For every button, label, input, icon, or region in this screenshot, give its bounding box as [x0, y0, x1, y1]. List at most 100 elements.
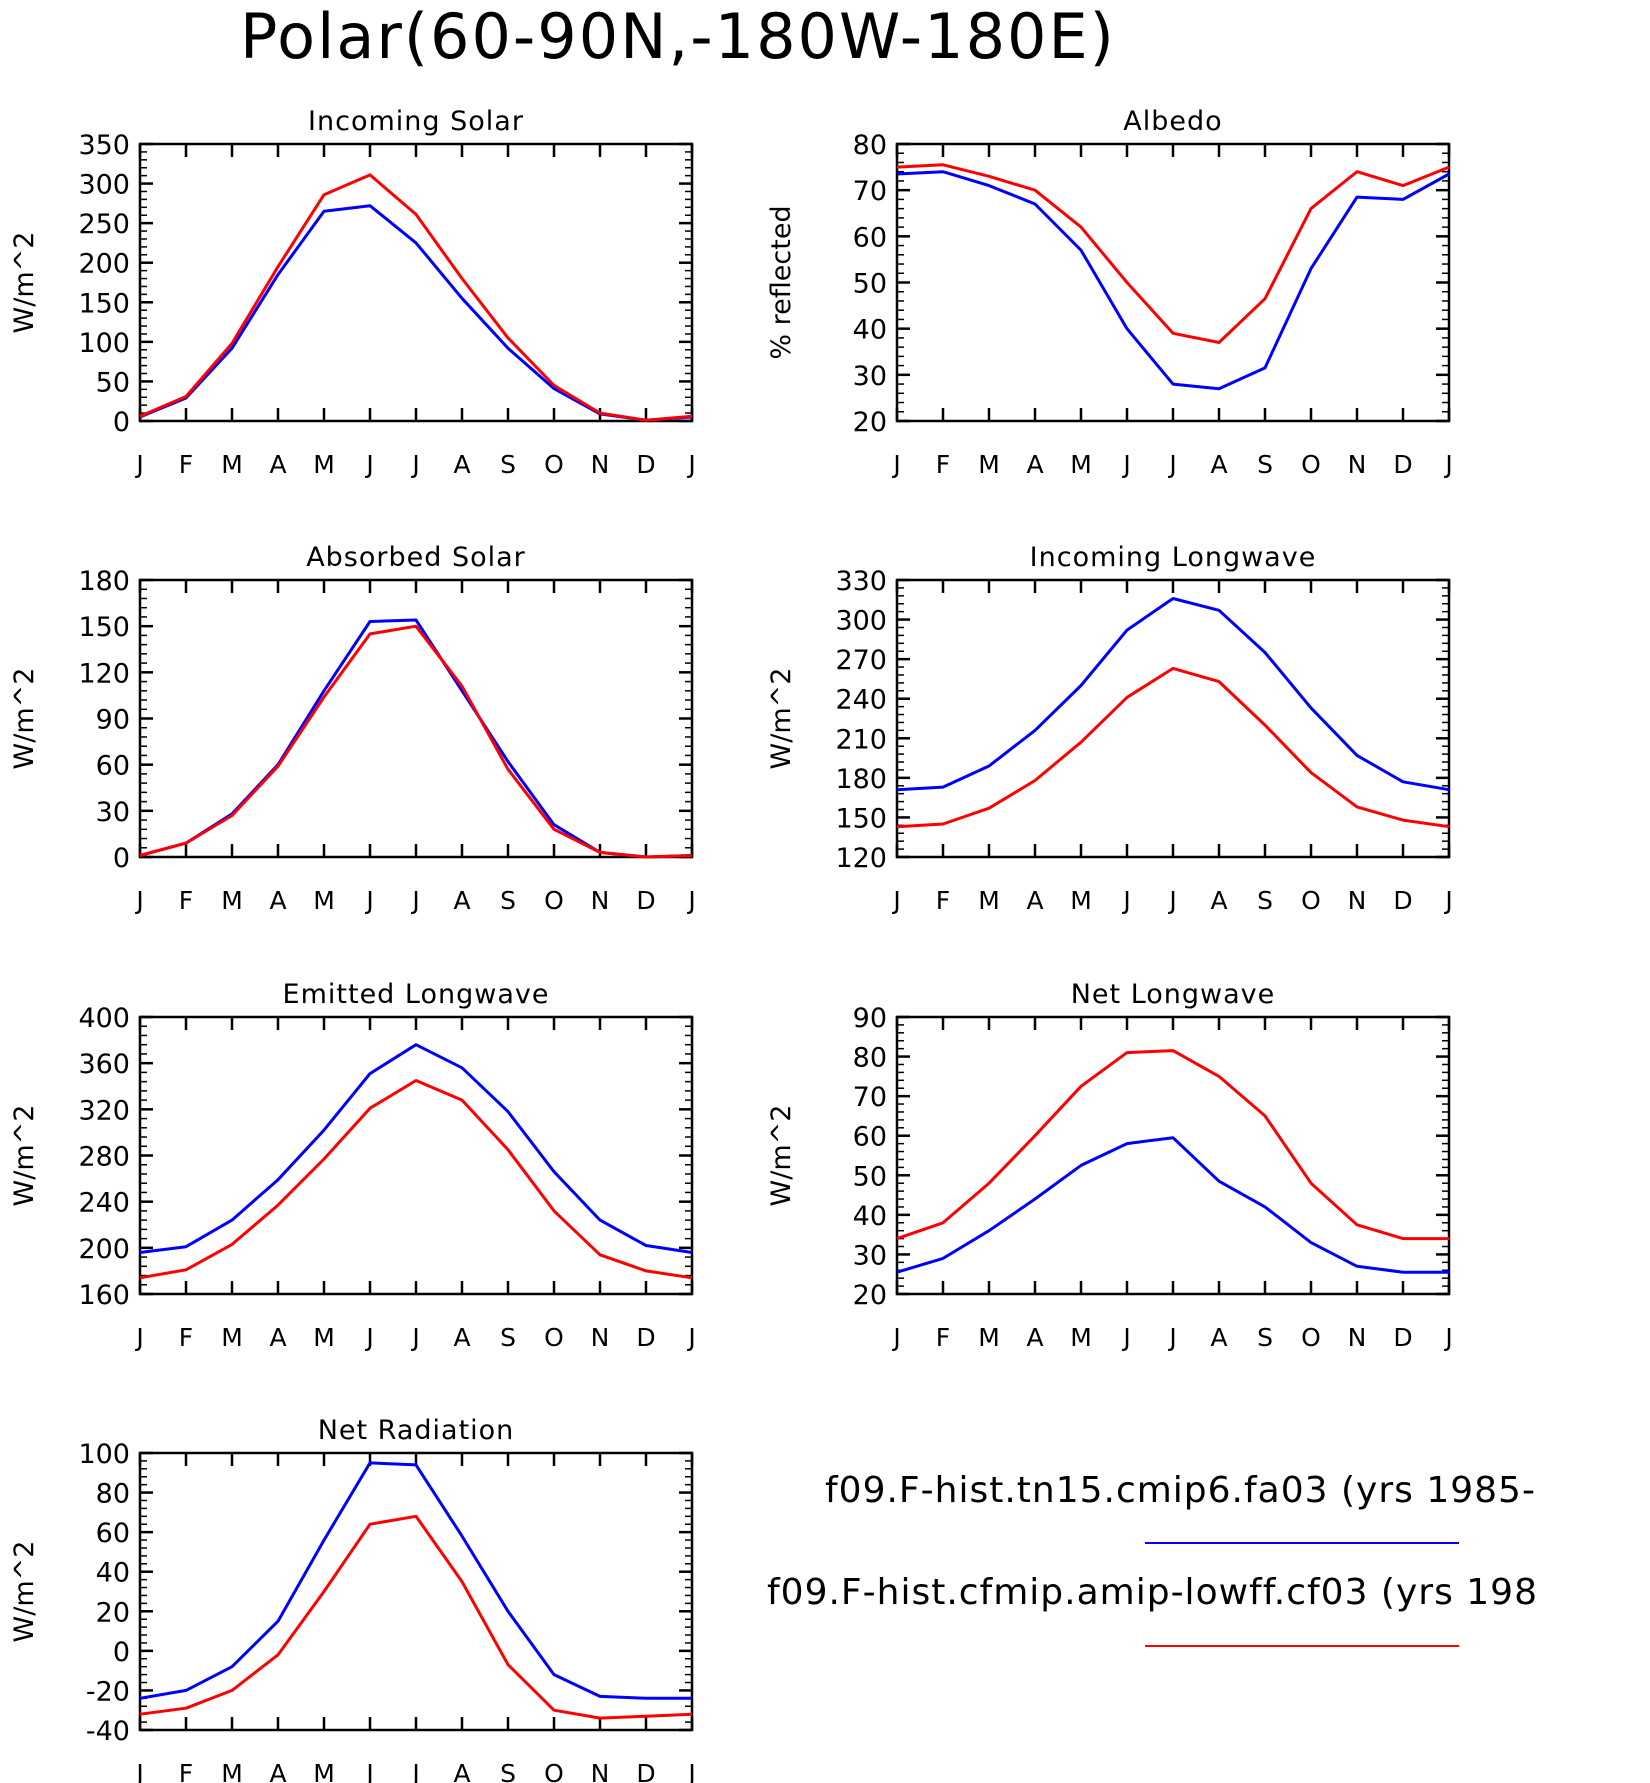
x-tick-label: J — [364, 450, 373, 479]
x-tick-label: N — [591, 1323, 610, 1352]
x-tick-label: F — [179, 1323, 193, 1352]
x-tick-label: A — [453, 1323, 470, 1352]
chart-panel-3: J F M A M J J A S O N D J120150180210240270300330Inc… — [766, 542, 1453, 915]
x-tick-label: J — [686, 1323, 695, 1352]
y-tick-label: 80 — [96, 1479, 130, 1510]
x-tick-label: S — [500, 886, 516, 915]
x-tick-label: M — [1070, 450, 1092, 479]
x-tick-label: O — [544, 1323, 564, 1352]
x-tick-label: J — [1167, 450, 1176, 479]
x-tick-label: M — [221, 450, 243, 479]
y-axis-label: W/m^2 — [9, 1541, 40, 1643]
x-tick-label: A — [1210, 886, 1227, 915]
x-tick-label: D — [636, 1759, 655, 1783]
y-tick-label: 240 — [78, 1188, 130, 1219]
y-tick-label: 250 — [78, 209, 130, 240]
y-tick-label: 300 — [78, 170, 130, 201]
y-tick-label: 50 — [853, 1161, 887, 1192]
x-tick-label: J — [410, 886, 419, 915]
x-tick-label: J — [1443, 450, 1452, 479]
y-tick-label: 20 — [96, 1597, 130, 1628]
y-tick-label: 60 — [96, 1518, 130, 1549]
y-tick-label: 90 — [96, 705, 130, 736]
x-tick-label: S — [500, 1323, 516, 1352]
x-tick-label: J — [134, 1759, 143, 1783]
y-tick-label: 400 — [78, 1003, 130, 1034]
y-tick-label: 30 — [96, 797, 130, 828]
series-line-1 — [896, 1049, 1449, 1241]
x-tick-label: J — [686, 450, 695, 479]
x-tick-label: J — [1121, 1323, 1130, 1352]
x-tick-label: S — [1257, 1323, 1273, 1352]
panel-title: Absorbed Solar — [306, 542, 526, 573]
y-tick-label: -40 — [86, 1716, 130, 1747]
y-tick-label: 90 — [853, 1003, 887, 1034]
y-tick-label: 60 — [853, 222, 887, 253]
x-tick-label: M — [1070, 1323, 1092, 1352]
x-tick-label: J — [410, 1323, 419, 1352]
y-tick-label: 180 — [835, 764, 887, 795]
panel-title: Incoming Solar — [308, 106, 524, 137]
series-line-0 — [139, 204, 693, 422]
x-tick-label: F — [179, 450, 193, 479]
series-line-1 — [139, 173, 693, 422]
x-tick-label: N — [1348, 450, 1367, 479]
plot-frame — [138, 142, 694, 423]
y-axis-label: W/m^2 — [9, 232, 40, 334]
x-tick-label: F — [936, 886, 950, 915]
x-tick-label: J — [686, 1759, 695, 1783]
series-line-1 — [139, 624, 693, 859]
x-tick-label: J — [410, 1759, 419, 1783]
x-tick-label: A — [453, 1759, 470, 1783]
x-tick-label: N — [591, 1759, 610, 1783]
x-tick-label: J — [1167, 886, 1176, 915]
series-line-0 — [139, 1043, 693, 1254]
x-tick-label: A — [269, 450, 286, 479]
series-line-1 — [896, 163, 1450, 344]
y-tick-label: 60 — [853, 1122, 887, 1153]
y-axis-label: W/m^2 — [9, 668, 40, 770]
x-tick-label: M — [221, 1759, 243, 1783]
legend-label-blue: f09.F-hist.tn15.cmip6.fa03 (yrs 1985- — [825, 1470, 1536, 1511]
y-tick-label: 180 — [78, 566, 130, 597]
x-tick-label: S — [1257, 886, 1273, 915]
y-tick-label: 160 — [78, 1280, 130, 1311]
plot-frame — [138, 1451, 694, 1732]
page-title: Polar(60-90N,-180W-180E) — [240, 0, 1116, 73]
y-tick-label: 320 — [78, 1095, 130, 1126]
x-tick-label: J — [891, 886, 900, 915]
x-tick-label: O — [544, 1759, 564, 1783]
x-tick-label: A — [1026, 1323, 1043, 1352]
x-tick-label: O — [544, 886, 564, 915]
y-tick-label: 100 — [78, 1439, 130, 1470]
series-line-0 — [896, 1136, 1449, 1274]
y-tick-label: 0 — [113, 407, 130, 438]
legend-line-blue — [1145, 1542, 1459, 1544]
x-tick-label: M — [978, 886, 1000, 915]
y-tick-label: 30 — [853, 361, 887, 392]
y-axis-label: % reflected — [766, 205, 797, 359]
y-tick-label: 210 — [835, 724, 887, 755]
x-tick-label: S — [1257, 450, 1273, 479]
y-tick-label: 150 — [78, 288, 130, 319]
x-tick-label: M — [978, 1323, 1000, 1352]
y-tick-label: 120 — [78, 658, 130, 689]
series-line-0 — [896, 597, 1450, 792]
x-tick-label: J — [891, 1323, 900, 1352]
x-tick-label: F — [179, 1759, 193, 1783]
x-tick-label: D — [1393, 886, 1412, 915]
x-tick-label: M — [313, 886, 335, 915]
x-tick-label: S — [500, 450, 516, 479]
y-tick-label: 40 — [853, 1201, 887, 1232]
x-tick-label: S — [500, 1759, 516, 1783]
plot-frame — [895, 578, 1451, 859]
x-tick-label: D — [636, 886, 655, 915]
y-tick-label: 330 — [835, 566, 887, 597]
y-tick-label: 50 — [96, 367, 130, 398]
x-tick-label: A — [1210, 1323, 1227, 1352]
y-tick-label: 150 — [78, 612, 130, 643]
x-tick-label: J — [364, 1323, 373, 1352]
